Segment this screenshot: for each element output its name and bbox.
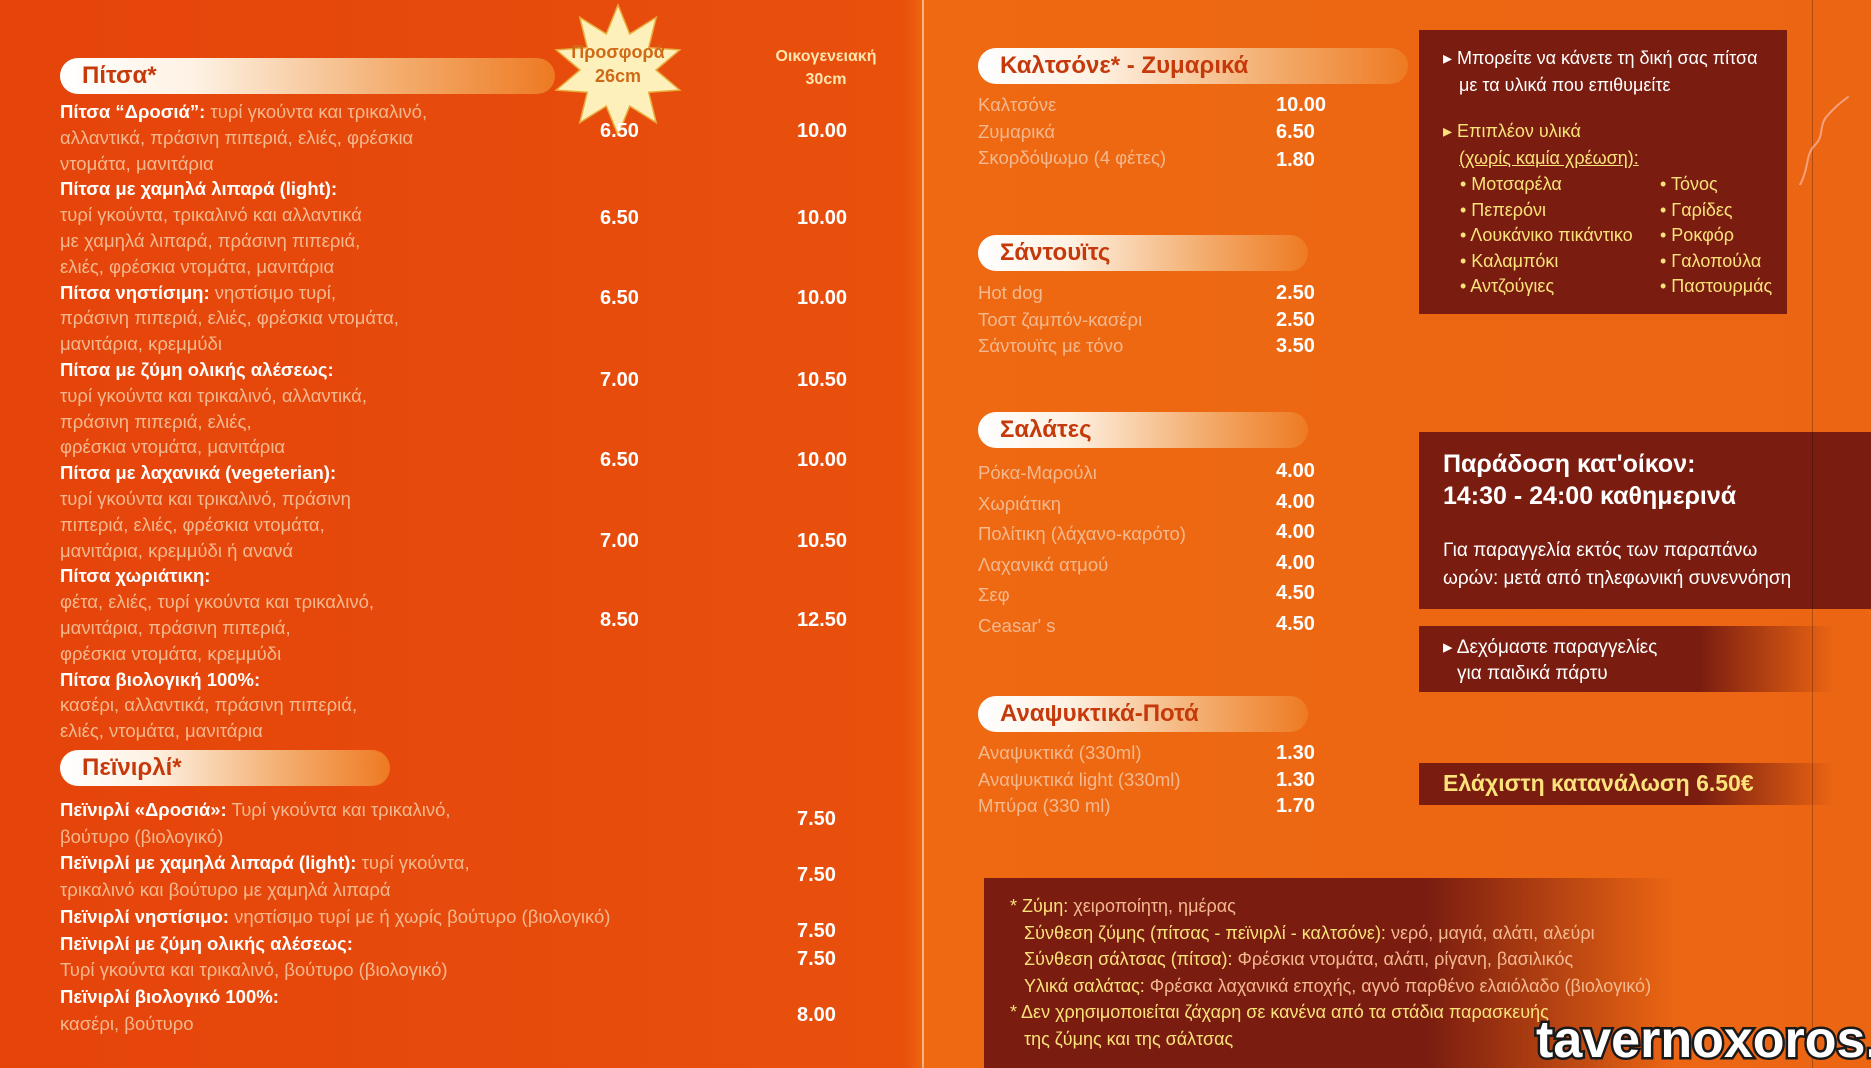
svg-text:Προσφορά: Προσφορά <box>571 42 665 62</box>
svg-text:26cm: 26cm <box>595 66 641 86</box>
